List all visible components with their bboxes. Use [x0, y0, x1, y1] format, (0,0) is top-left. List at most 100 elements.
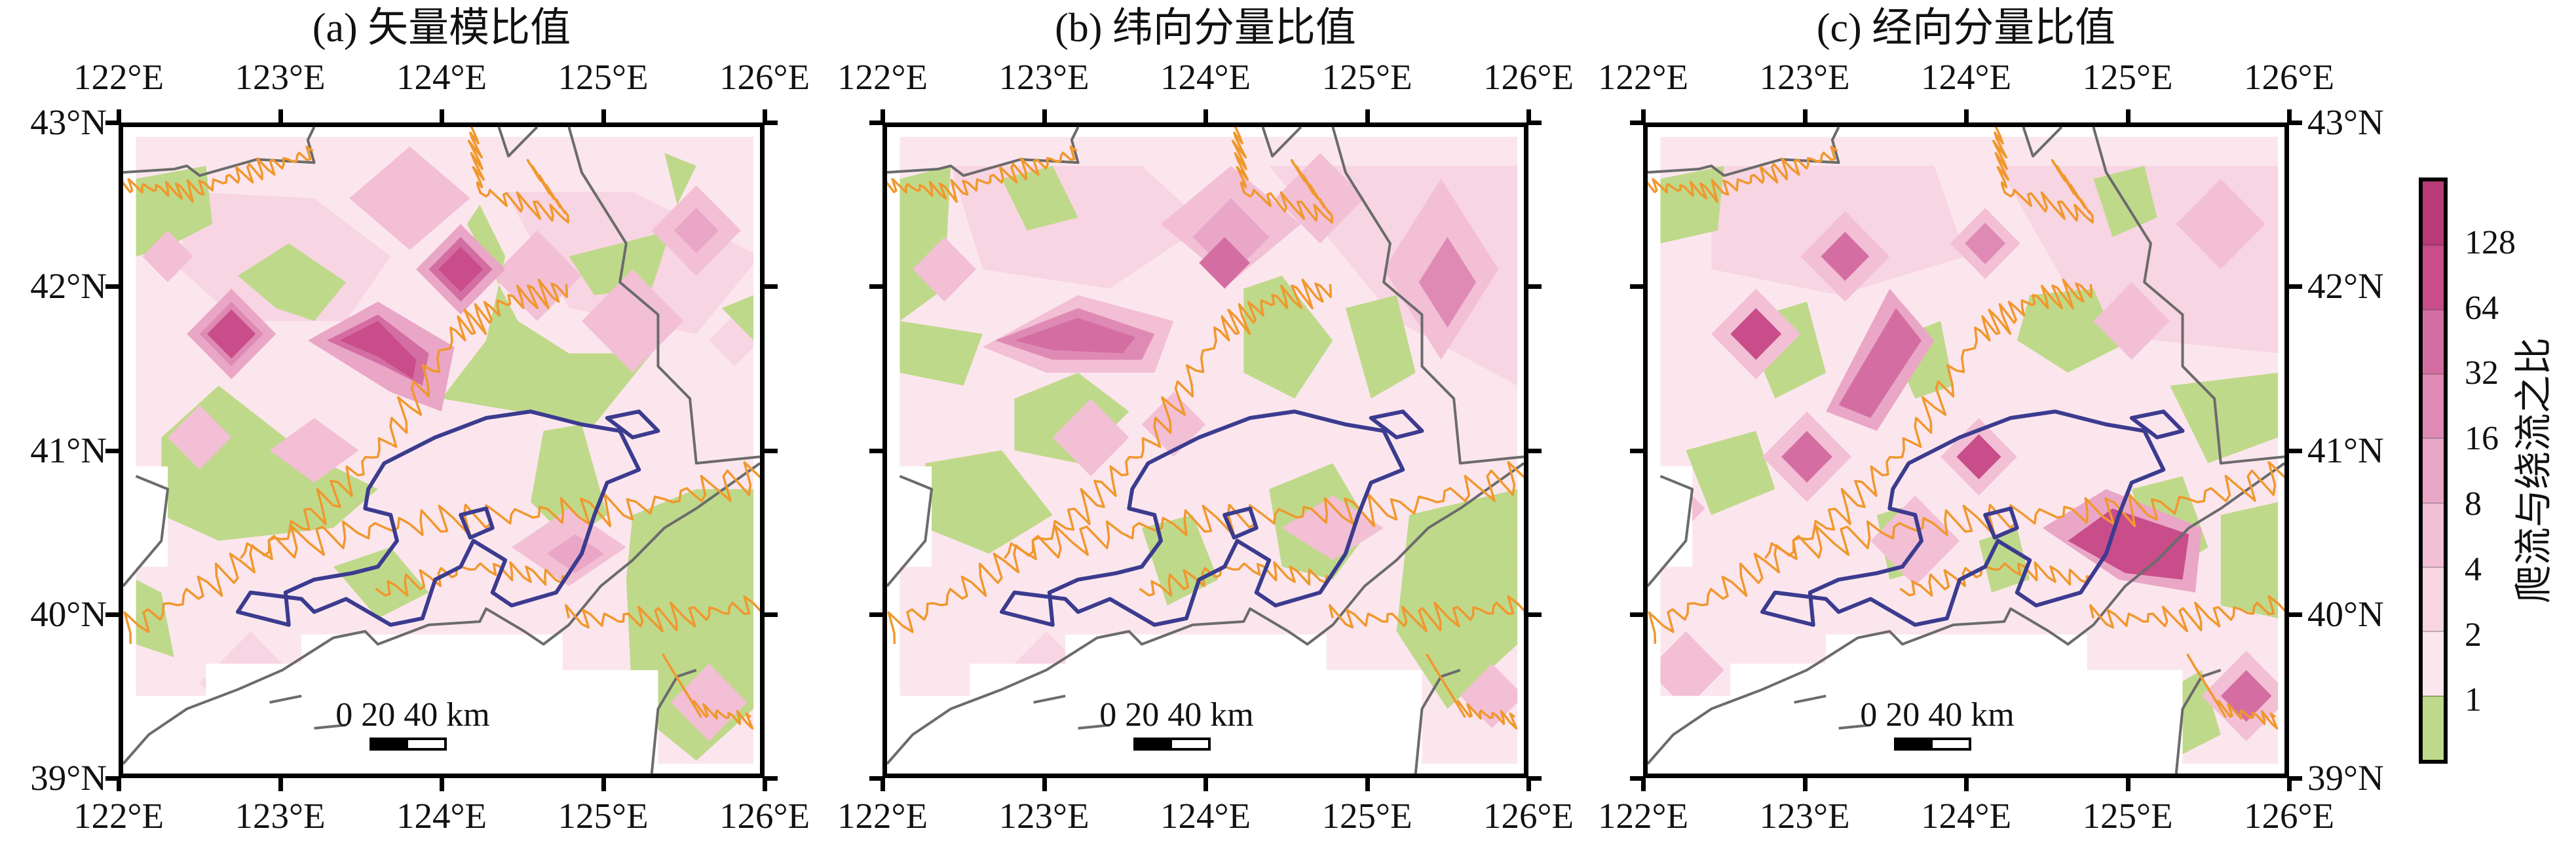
tick-mark — [765, 612, 778, 617]
lon-label-top: 124°E — [1160, 57, 1251, 97]
tick-mark — [117, 109, 121, 122]
colorbar-segment — [2423, 373, 2444, 438]
ratio-fill-region — [237, 243, 347, 322]
ratio-fill-region — [1821, 231, 1870, 281]
lon-label-bottom: 123°E — [1759, 796, 1850, 836]
ratio-fill-region — [925, 450, 1053, 554]
tick-mark — [881, 778, 885, 791]
tick-mark — [1528, 284, 1542, 290]
tick-mark — [869, 448, 882, 453]
colorbar-tick-label: 16 — [2465, 420, 2499, 457]
lon-label-top: 126°E — [1483, 57, 1574, 97]
tick-mark — [1042, 778, 1047, 791]
ratio-fill-region — [1418, 236, 1477, 327]
scale-bar-label: 0 20 40 km — [335, 696, 490, 734]
tick-mark — [2125, 778, 2131, 791]
tick-mark — [1964, 109, 1969, 122]
tick-mark — [105, 612, 119, 617]
lon-label-bottom: 124°E — [1920, 796, 2012, 836]
terrain-contour-line — [566, 597, 760, 631]
lat-label-left: 39°N — [30, 758, 107, 798]
colorbar-segment — [2423, 438, 2444, 502]
ratio-fill-region — [673, 208, 719, 253]
tick-mark — [763, 778, 767, 791]
panel-title: (c) 经向分量比值 — [1816, 6, 2116, 50]
tick-mark — [765, 776, 778, 781]
lon-label-bottom: 126°E — [2243, 796, 2335, 836]
lon-label-top: 125°E — [2082, 57, 2173, 97]
ratio-fill-region — [1730, 308, 1782, 360]
terrain-contour-line — [1994, 127, 2093, 223]
lon-label-top: 122°E — [73, 57, 164, 97]
tick-mark — [1802, 778, 1808, 791]
terrain-contour-line — [888, 280, 1331, 644]
terrain-contour-line — [1139, 563, 1331, 595]
ratio-fill-region — [269, 418, 359, 483]
lat-label-left: 43°N — [30, 102, 107, 142]
ratio-fill-region — [168, 405, 232, 470]
colorbar-segment — [2423, 631, 2444, 696]
colorbar-tick-label: 4 — [2465, 551, 2482, 588]
lon-label-top: 122°E — [1597, 57, 1689, 97]
ratio-fill-region — [2176, 178, 2265, 270]
terrain-contour-line — [1765, 462, 2284, 559]
lat-label-left: 40°N — [30, 593, 107, 634]
ratio-fill-region — [1052, 398, 1129, 476]
tick-mark — [105, 448, 119, 453]
ratio-fill-region — [2220, 502, 2279, 619]
lon-label-top: 126°E — [2243, 57, 2335, 97]
lon-label-top: 124°E — [396, 57, 487, 97]
tick-mark — [601, 109, 606, 122]
lon-label-bottom: 123°E — [998, 796, 1089, 836]
tick-mark — [2289, 448, 2302, 453]
lon-label-bottom: 126°E — [1483, 796, 1574, 836]
ratio-fill-region — [1965, 223, 2006, 265]
scale-bar-segment — [372, 740, 408, 748]
map-panel-c — [1643, 122, 2289, 778]
lat-label-right: 42°N — [2307, 266, 2384, 307]
tick-mark — [1802, 109, 1808, 122]
lat-label-left: 42°N — [30, 266, 107, 307]
ratio-fill-region — [569, 230, 671, 295]
terrain-contour-line — [240, 462, 760, 559]
lon-label-bottom: 122°E — [837, 796, 928, 836]
tick-mark — [763, 109, 767, 122]
map-canvas — [123, 127, 760, 774]
colorbar-tick-label: 8 — [2465, 485, 2482, 523]
lon-label-top: 124°E — [1920, 57, 2012, 97]
ratio-fill-region — [900, 321, 983, 386]
colorbar-segment — [2423, 502, 2444, 567]
terrain-contour-line — [1648, 147, 1838, 202]
scale-bar — [1894, 738, 1971, 751]
tick-mark — [765, 121, 778, 125]
lon-label-top: 125°E — [558, 57, 649, 97]
tick-mark — [117, 778, 121, 791]
ratio-fill-region — [2093, 282, 2170, 360]
ratio-fill-region — [2068, 508, 2189, 580]
lon-label-top: 122°E — [837, 57, 928, 97]
scale-bar-segment — [1136, 740, 1172, 748]
tick-mark — [2289, 776, 2302, 781]
colorbar-segment — [2423, 695, 2444, 760]
map-panel-a — [119, 122, 765, 778]
lon-label-top: 123°E — [998, 57, 1089, 97]
coastline-border-line — [123, 127, 760, 774]
terrain-contour-line — [1900, 563, 2092, 595]
colorbar-tick-label: 64 — [2465, 290, 2499, 327]
terrain-contour-line — [469, 127, 569, 223]
lon-label-bottom: 125°E — [2082, 796, 2173, 836]
panel-title: (b) 纬向分量比值 — [1055, 6, 1356, 50]
ratio-fill-region — [1660, 166, 1724, 244]
terrain-contour-line — [375, 563, 567, 595]
terrain-contour-line — [1233, 127, 1333, 223]
scale-bar-label: 0 20 40 km — [1099, 696, 1254, 734]
lat-label-right: 39°N — [2307, 758, 2384, 798]
ratio-fill-region — [1979, 527, 2030, 593]
ratio-fill-region — [1001, 166, 1078, 231]
lon-label-top: 125°E — [1321, 57, 1412, 97]
tick-mark — [1528, 448, 1542, 453]
tick-mark — [1528, 776, 1542, 781]
ratio-field — [136, 136, 754, 764]
lat-label-right: 41°N — [2307, 430, 2384, 470]
ratio-fill-region — [438, 246, 483, 292]
